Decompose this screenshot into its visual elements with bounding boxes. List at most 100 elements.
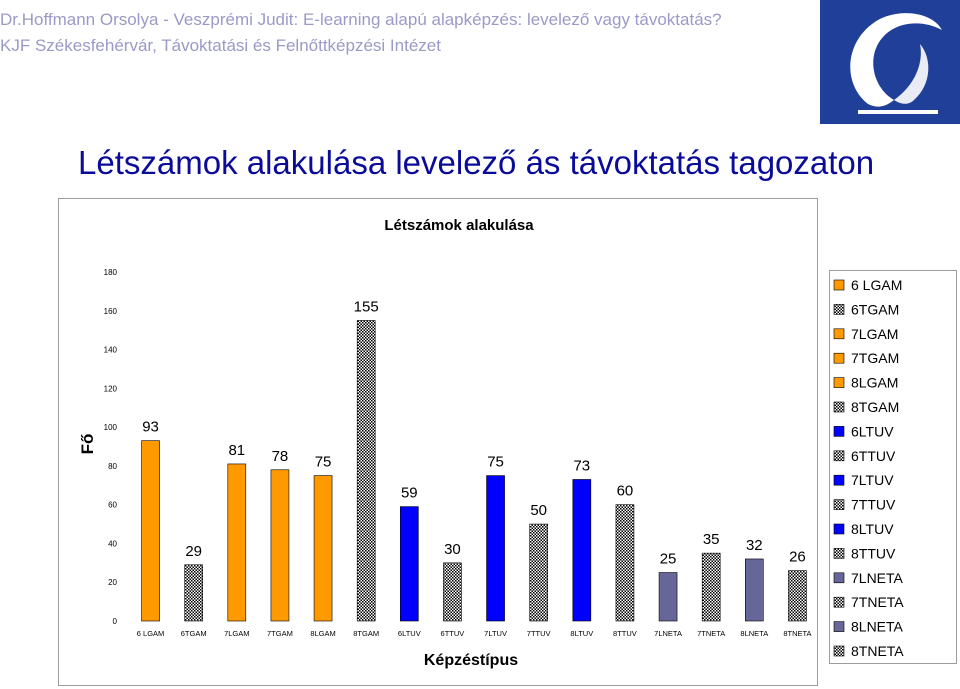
legend-label-6tgam: 6TGAM bbox=[851, 301, 899, 317]
bar-8tneta bbox=[788, 570, 807, 622]
y-tick-label: 100 bbox=[104, 423, 118, 432]
legend-label-8lneta: 8LNETA bbox=[851, 619, 904, 635]
chart-title: Létszámok alakulása bbox=[384, 217, 534, 234]
data-label-6-lgam: 93 bbox=[142, 419, 159, 436]
data-label-7tgam: 78 bbox=[272, 448, 289, 465]
x-tick-label: 8LNETA bbox=[740, 629, 768, 638]
data-label-6tgam: 29 bbox=[185, 543, 202, 560]
data-label-8lgam: 75 bbox=[315, 454, 332, 471]
data-label-7ttuv: 50 bbox=[530, 502, 547, 519]
y-axis-label: Fő bbox=[78, 434, 97, 455]
bar-6-lgam bbox=[141, 440, 160, 622]
bar-8tgam bbox=[356, 320, 376, 622]
legend-label-7tgam: 7TGAM bbox=[851, 350, 899, 366]
legend-label-7tneta: 7TNETA bbox=[851, 594, 904, 610]
legend-label-8tgam: 8TGAM bbox=[851, 399, 899, 415]
data-label-7tneta: 35 bbox=[703, 531, 720, 548]
legend-label-8lgam: 8LGAM bbox=[851, 375, 898, 391]
legend-swatch-6tgam bbox=[833, 304, 845, 315]
legend-swatch-6-lgam bbox=[833, 279, 845, 291]
legend-label-6ltuv: 6LTUV bbox=[851, 423, 894, 439]
y-tick-label: 60 bbox=[108, 501, 117, 510]
y-tick-label: 160 bbox=[104, 307, 118, 316]
legend-label-6-lgam: 6 LGAM bbox=[851, 277, 902, 293]
data-label-7lneta: 25 bbox=[660, 551, 677, 568]
x-tick-label: 7TGAM bbox=[267, 629, 293, 638]
legend-swatch-6ltuv bbox=[833, 426, 845, 437]
y-tick-label: 20 bbox=[108, 578, 117, 587]
legend-label-7ltuv: 7LTUV bbox=[851, 472, 894, 488]
legend-swatch-6ttuv bbox=[833, 450, 845, 462]
x-tick-label: 6TTUV bbox=[441, 629, 465, 638]
x-tick-label: 6TGAM bbox=[181, 629, 207, 638]
slide-title: Létszámok alakulása levelező ás távoktat… bbox=[78, 144, 875, 181]
y-tick-label: 120 bbox=[104, 384, 118, 393]
legend-swatch-7lgam bbox=[833, 328, 845, 340]
data-label-8lneta: 32 bbox=[746, 537, 763, 554]
y-tick-label: 40 bbox=[108, 539, 117, 548]
x-tick-label: 8TTUV bbox=[613, 629, 637, 638]
legend-swatch-7tneta bbox=[833, 596, 845, 608]
y-tick-label: 180 bbox=[104, 268, 118, 277]
bar-chart: Létszámok alakulása Fő Képzéstípus 0 20 40… bbox=[78, 217, 812, 669]
bar-7lgam bbox=[227, 463, 247, 622]
bar-7tneta bbox=[701, 552, 721, 622]
institute-logo bbox=[820, 0, 960, 124]
bar-7lneta bbox=[658, 572, 678, 622]
x-tick-label: 8LGAM bbox=[310, 629, 335, 638]
header-line-2: KJF Székesfehérvár, Távoktatási és Felnő… bbox=[0, 36, 441, 55]
data-label-8tgam: 155 bbox=[354, 298, 379, 315]
x-tick-label: 7LNETA bbox=[654, 629, 682, 638]
legend-swatch-7tgam bbox=[833, 352, 845, 364]
bar-7ttuv bbox=[529, 523, 548, 622]
bar-6tgam bbox=[184, 564, 203, 622]
legend-swatch-8ttuv bbox=[833, 548, 845, 559]
bar-6ttuv bbox=[443, 562, 462, 622]
legend-label-7ttuv: 7TTUV bbox=[851, 497, 896, 513]
chart-frame: Létszámok alakulása Fő Képzéstípus 0 20 40… bbox=[58, 198, 818, 686]
bar-7tgam bbox=[270, 469, 290, 622]
y-tick-label: 140 bbox=[104, 346, 118, 355]
y-tick-label: 0 bbox=[113, 617, 118, 626]
legend-swatch-7ltuv bbox=[833, 474, 845, 486]
legend-swatch-8lgam bbox=[833, 377, 845, 388]
legend-swatch-8ltuv bbox=[833, 523, 845, 535]
data-label-8tneta: 26 bbox=[789, 549, 806, 566]
bar-8ltuv bbox=[572, 479, 592, 622]
data-label-7lgam: 81 bbox=[228, 442, 245, 459]
data-label-6ltuv: 59 bbox=[401, 485, 418, 502]
x-tick-label: 6 LGAM bbox=[137, 629, 165, 638]
legend-swatch-8tgam bbox=[833, 401, 845, 413]
legend-swatch-7ttuv bbox=[833, 499, 845, 510]
legend-label-8ltuv: 8LTUV bbox=[851, 521, 894, 537]
header-line-1: Dr.Hoffmann Orsolya - Veszprémi Judit: E… bbox=[0, 10, 722, 29]
legend-swatch-8lneta bbox=[833, 621, 845, 632]
legend-label-7lgam: 7LGAM bbox=[851, 326, 898, 342]
data-label-7ltuv: 75 bbox=[487, 454, 504, 471]
x-tick-label: 7LGAM bbox=[224, 629, 249, 638]
data-label-8ttuv: 60 bbox=[617, 483, 634, 500]
x-tick-label: 8LTUV bbox=[570, 629, 593, 638]
x-tick-label: 6LTUV bbox=[398, 629, 421, 638]
bar-6ltuv bbox=[400, 506, 419, 622]
x-tick-label: 7LTUV bbox=[484, 629, 507, 638]
legend-label-8ttuv: 8TTUV bbox=[851, 545, 896, 561]
legend-label-7lneta: 7LNETA bbox=[851, 570, 904, 586]
data-label-6ttuv: 30 bbox=[444, 541, 461, 558]
legend-label-6ttuv: 6TTUV bbox=[851, 448, 896, 464]
data-label-8ltuv: 73 bbox=[573, 457, 590, 474]
bar-8lgam bbox=[313, 475, 333, 622]
x-tick-label: 8TGAM bbox=[353, 629, 379, 638]
x-tick-label: 7TTUV bbox=[527, 629, 551, 638]
legend-label-8tneta: 8TNETA bbox=[851, 643, 904, 659]
y-tick-label: 80 bbox=[108, 462, 117, 471]
legend-swatch-8tneta bbox=[833, 645, 845, 657]
x-axis-label: Képzéstípus bbox=[424, 652, 518, 669]
x-tick-label: 8TNETA bbox=[783, 629, 811, 638]
x-tick-label: 7TNETA bbox=[697, 629, 725, 638]
bar-7ltuv bbox=[486, 475, 505, 622]
bar-8lneta bbox=[745, 558, 764, 622]
legend-swatch-7lneta bbox=[833, 572, 845, 584]
bar-8ttuv bbox=[615, 504, 635, 622]
chart-legend: 6 LGAM 6TGAM 7LGAM 7TGAM 8LGAM 8TGAM 6LTUV 6TTU… bbox=[829, 270, 957, 664]
